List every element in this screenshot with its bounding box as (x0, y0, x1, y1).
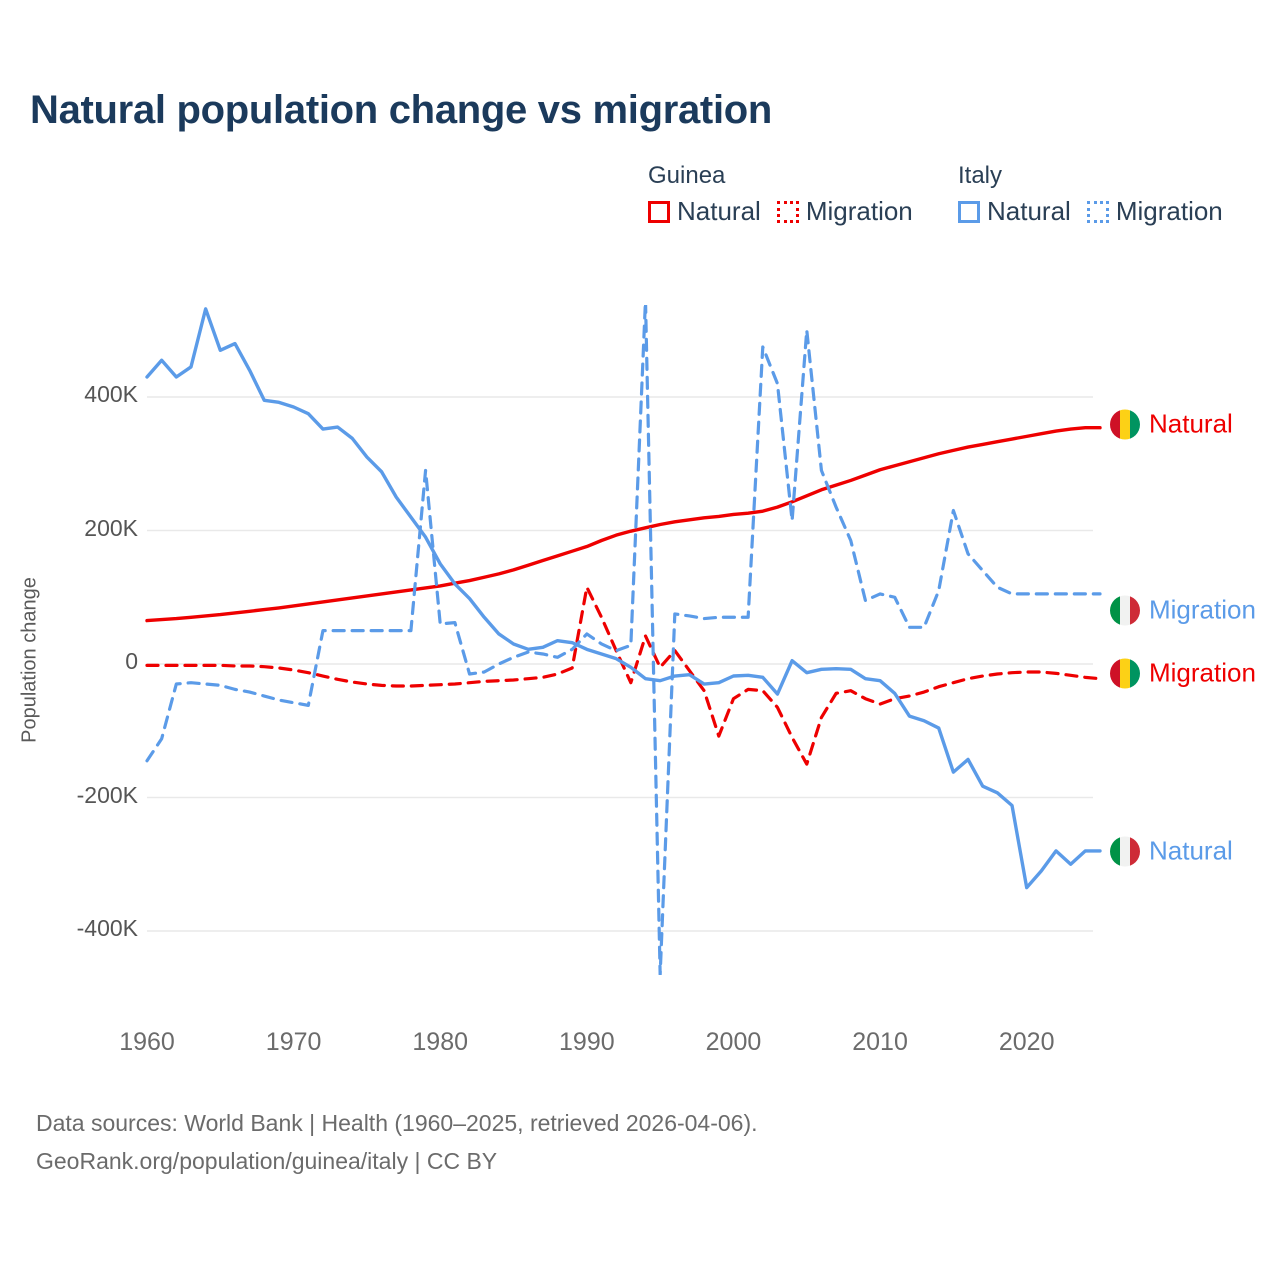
x-tick-label: 2000 (705, 1028, 762, 1056)
end-label-text: Natural (1149, 408, 1233, 439)
y-tick-label: -400K (76, 915, 138, 941)
footer-line-2: GeoRank.org/population/guinea/italy | CC… (36, 1148, 498, 1174)
footer-credits: Data sources: World Bank | Health (1960–… (36, 1104, 758, 1180)
legend-item-italy-natural[interactable]: Natural (958, 196, 1071, 227)
legend-country-italy: Italy (958, 162, 1003, 189)
legend-country-guinea: Guinea (648, 162, 726, 189)
series-lines (145, 305, 1102, 975)
legend-item-italy-migration[interactable]: Migration (1086, 196, 1223, 227)
legend-label-guinea-natural: Natural (677, 196, 761, 226)
series-line-italy-migration (145, 305, 1102, 975)
end-label-text: Natural (1149, 835, 1233, 866)
end-label-italy-migration: Migration (1110, 595, 1256, 626)
legend-item-guinea-migration[interactable]: Migration (776, 196, 913, 227)
series-line-guinea-natural (145, 426, 1102, 623)
footer-line-1: Data sources: World Bank | Health (1960–… (36, 1110, 758, 1136)
x-tick-label: 1980 (412, 1028, 469, 1056)
flag-guinea-icon (1110, 658, 1140, 688)
chart-legend: Guinea Natural Migration Italy Natural (648, 162, 1258, 242)
legend-group-guinea: Guinea Natural Migration (648, 162, 913, 227)
legend-label-italy-migration: Migration (1115, 196, 1223, 226)
x-tick-label: 2020 (998, 1028, 1055, 1056)
flag-italy-icon (1110, 595, 1140, 625)
flag-guinea-icon (1110, 409, 1140, 439)
legend-label-italy-natural: Natural (987, 196, 1071, 226)
legend-group-italy: Italy Natural Migration (958, 162, 1223, 227)
x-tick-label: 1970 (265, 1028, 322, 1056)
flag-italy-icon (1110, 836, 1140, 866)
end-label-guinea-natural: Natural (1110, 409, 1233, 440)
gridlines (147, 396, 1093, 932)
y-tick-label: -200K (76, 781, 138, 808)
legend-item-guinea-natural[interactable]: Natural (648, 196, 761, 227)
x-tick-label: 1990 (559, 1028, 615, 1056)
series-line-italy-natural (145, 307, 1102, 890)
x-tick-label: 1960 (119, 1028, 175, 1056)
legend-swatch-solid-icon (648, 200, 670, 223)
series-line-guinea-migration (145, 585, 1102, 766)
legend-swatch-solid-icon (958, 200, 980, 223)
legend-swatch-dotted-icon (776, 200, 799, 223)
x-tick-label: 2010 (852, 1028, 908, 1056)
y-tick-label: 200K (84, 514, 138, 541)
end-label-text: Migration (1149, 657, 1256, 688)
end-label-italy-natural: Natural (1110, 836, 1233, 867)
y-tick-label: 0 (125, 648, 138, 674)
legend-label-guinea-migration: Migration (805, 196, 913, 226)
end-label-guinea-migration: Migration (1110, 658, 1256, 689)
page-title: Natural population change vs migration (30, 88, 773, 132)
end-label-text: Migration (1149, 594, 1256, 625)
legend-swatch-dotted-icon (1086, 200, 1109, 223)
y-tick-label: 400K (84, 381, 138, 407)
